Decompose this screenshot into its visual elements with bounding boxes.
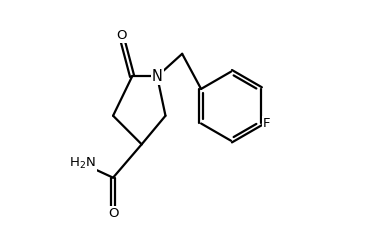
Text: O: O [116,29,126,42]
Text: H$_2$N: H$_2$N [69,156,96,171]
Text: N: N [152,69,163,84]
Text: F: F [263,117,271,130]
Text: O: O [108,207,118,220]
